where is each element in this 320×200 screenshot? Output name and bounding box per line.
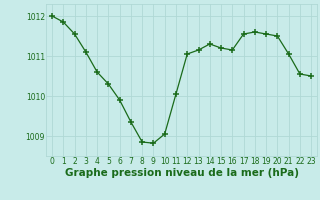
X-axis label: Graphe pression niveau de la mer (hPa): Graphe pression niveau de la mer (hPa) <box>65 168 299 178</box>
